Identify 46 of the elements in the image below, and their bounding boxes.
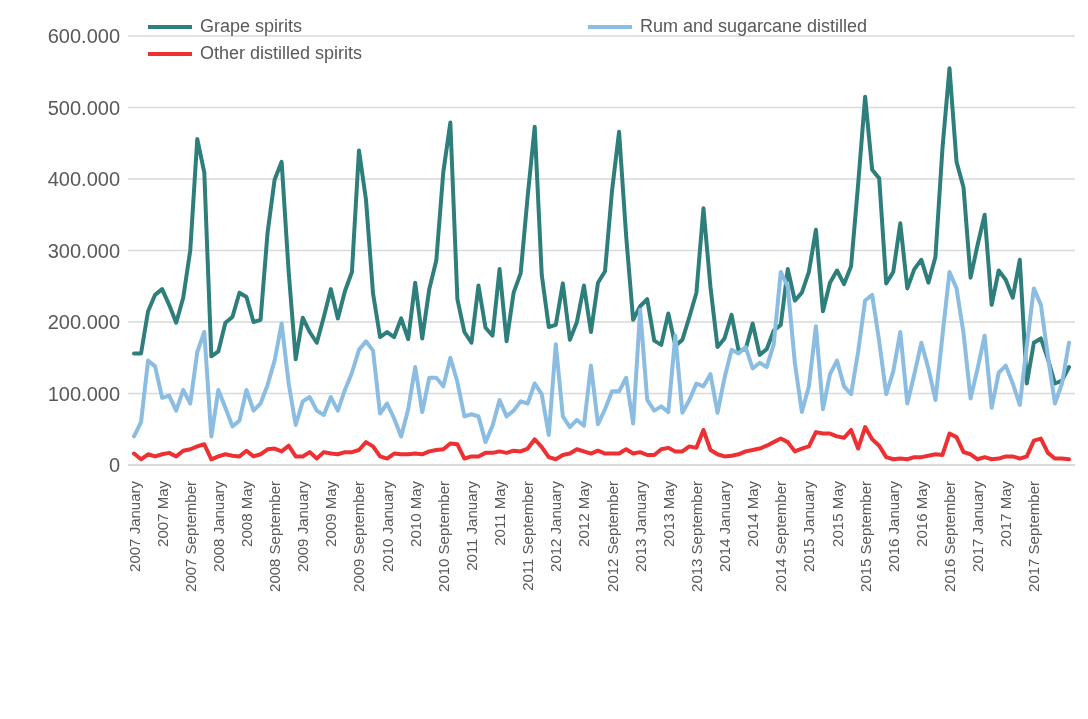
x-tick-label: 2009 May [322,480,340,547]
x-tick-label: 2009 September [350,481,368,592]
x-tick-label: 2014 January [716,480,734,572]
x-tick-label: 2011 January [462,480,480,571]
x-tick-label: 2008 September [266,481,284,592]
x-tick-label: 2012 January [547,480,565,572]
y-tick-label: 100.000 [47,382,120,405]
x-tick-label: 2017 September [1025,481,1043,592]
x-tick-label: 2008 January [209,480,227,572]
legend-label: Grape spirits [200,16,303,37]
line-series [132,425,1071,462]
y-tick-label: 400.000 [47,168,120,191]
x-tick-label: 2015 January [800,480,818,572]
line-series [132,66,1071,386]
x-tick-label: 2013 September [687,481,705,592]
x-tick-label: 2011 September [519,481,537,591]
y-tick-label: 300.000 [47,239,120,262]
legend-label: Other distilled spirits [200,43,363,64]
x-tick-label: 2014 September [772,481,790,592]
line-series [132,269,1071,445]
x-tick-label: 2010 January [378,480,396,572]
y-tick-label: 500.000 [47,96,120,119]
x-tick-label: 2011 May [491,480,509,546]
x-tick-label: 2015 May [828,480,846,547]
x-tick-label: 2009 January [294,480,312,572]
y-tick-label: 600.000 [47,25,120,48]
x-tick-label: 2008 May [237,480,255,547]
x-tick-label: 2017 May [997,480,1015,547]
x-tick-label: 2016 May [912,480,930,547]
y-tick-label: 200.000 [47,311,120,334]
x-tick-label: 2007 September [181,481,199,592]
x-tick-label: 2016 September [940,481,958,592]
x-tick-label: 2013 January [631,480,649,572]
x-tick-label: 2016 January [884,480,902,572]
x-tick-label: 2013 May [659,480,677,547]
x-tick-label: 2014 May [744,480,762,547]
y-tick-label: 0 [108,454,120,477]
x-tick-label: 2010 September [434,481,452,592]
x-tick-label: 2017 January [969,480,987,572]
x-tick-label: 2015 September [856,481,874,592]
x-tick-label: 2007 January [125,480,143,572]
legend-label: Rum and sugarcane distilled [640,16,868,37]
x-tick-label: 2007 May [153,480,171,547]
x-tick-label: 2012 September [603,481,621,592]
x-tick-label: 2012 May [575,480,593,547]
x-tick-label: 2010 May [406,480,424,547]
